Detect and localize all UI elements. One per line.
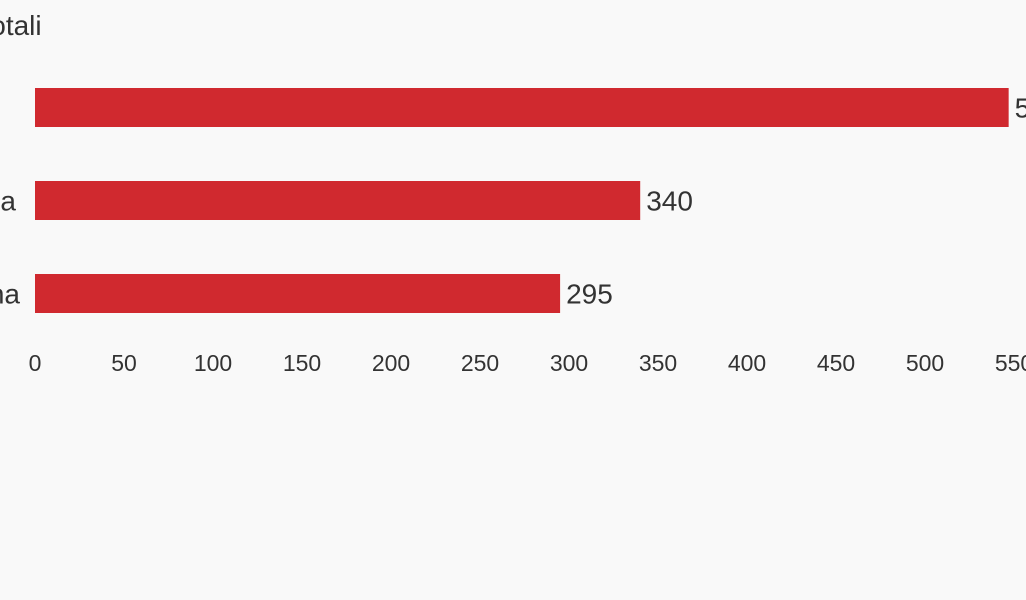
x-axis-ticks: 0 50 100 150 200 250 300 350 400 450 500 550 (29, 350, 1026, 376)
x-tick-label-11: 550 (995, 350, 1026, 376)
x-tick-label-9: 450 (817, 350, 855, 376)
bar-2 (35, 274, 561, 313)
x-tick-label-3: 150 (283, 350, 321, 376)
x-tick-label-2: 100 (194, 350, 232, 376)
bars-group: 547 340 Ecuador/Colombia 295 Perù/Bolivia/Ar… (0, 88, 1026, 313)
x-tick-label-8: 400 (728, 350, 766, 376)
bar-value-label-0: 547 (1015, 93, 1026, 124)
x-tick-label-6: 300 (550, 350, 588, 376)
bar-0 (35, 88, 1009, 127)
category-label-2: Perù/Bolivia/Argentina (0, 279, 20, 310)
x-tick-label-5: 250 (461, 350, 499, 376)
x-tick-label-1: 50 (111, 350, 137, 376)
bar-1 (35, 181, 641, 220)
bar-value-label-2: 295 (566, 279, 613, 310)
x-tick-label-0: 0 (29, 350, 42, 376)
x-tick-label-7: 350 (639, 350, 677, 376)
x-tick-label-10: 500 (906, 350, 944, 376)
x-tick-label-4: 200 (372, 350, 410, 376)
chart-title: Giorni totali (0, 10, 42, 41)
bar-value-label-1: 340 (646, 186, 693, 217)
category-label-1: Ecuador/Colombia (0, 186, 16, 217)
